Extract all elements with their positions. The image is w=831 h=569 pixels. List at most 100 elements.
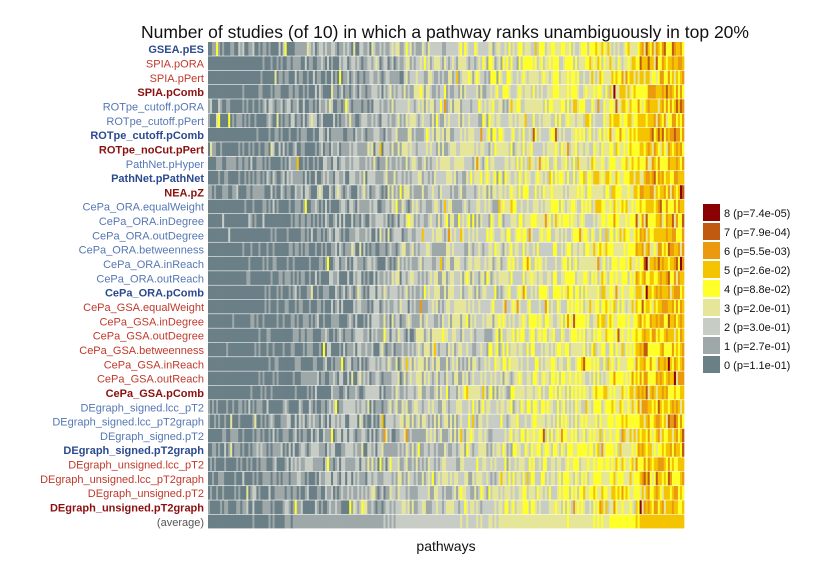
heatmap-cell bbox=[476, 314, 479, 328]
heatmap-cell bbox=[536, 314, 540, 328]
heatmap-cell bbox=[587, 142, 590, 156]
heatmap-cell bbox=[649, 170, 653, 185]
heatmap-cell bbox=[232, 70, 235, 85]
heatmap-cell bbox=[320, 84, 324, 99]
heatmap-cell bbox=[484, 242, 487, 257]
heatmap-cell bbox=[365, 314, 368, 328]
heatmap-cell bbox=[593, 185, 596, 199]
heatmap-cell bbox=[333, 127, 336, 142]
heatmap-cell bbox=[286, 56, 290, 71]
heatmap-cell bbox=[581, 113, 584, 128]
heatmap-cell bbox=[458, 328, 461, 343]
heatmap-cell bbox=[357, 228, 360, 242]
heatmap-cell bbox=[304, 185, 308, 199]
heatmap-cell bbox=[454, 314, 457, 328]
heatmap-cell bbox=[417, 156, 421, 171]
heatmap-cell bbox=[641, 156, 645, 171]
heatmap-cell bbox=[522, 213, 526, 228]
heatmap-cell bbox=[308, 70, 312, 85]
heatmap-cell bbox=[667, 213, 671, 228]
heatmap-cell bbox=[577, 213, 580, 228]
heatmap-cell bbox=[480, 170, 483, 185]
heatmap-cell bbox=[629, 56, 632, 71]
heatmap-cell bbox=[571, 70, 574, 85]
heatmap-cell bbox=[425, 328, 429, 343]
heatmap-cell bbox=[294, 328, 298, 343]
heatmap-cell bbox=[308, 285, 312, 300]
heatmap-cell bbox=[208, 199, 211, 214]
heatmap-cell bbox=[655, 127, 659, 142]
heatmap-cell bbox=[649, 256, 653, 271]
heatmap-cell bbox=[671, 84, 675, 99]
heatmap-cell bbox=[458, 314, 461, 328]
heatmap-cell bbox=[631, 127, 634, 142]
heatmap-cell bbox=[669, 271, 673, 285]
heatmap-cell bbox=[236, 70, 239, 85]
heatmap-cell bbox=[286, 127, 290, 142]
heatmap-cell bbox=[363, 170, 366, 185]
heatmap-cell bbox=[552, 84, 556, 99]
heatmap-cell bbox=[613, 199, 616, 214]
heatmap-cell bbox=[435, 299, 439, 314]
heatmap-cell bbox=[681, 70, 685, 85]
heatmap-cell bbox=[518, 242, 521, 257]
heatmap-cell bbox=[214, 299, 217, 314]
heatmap-cell bbox=[548, 99, 552, 114]
heatmap-cell bbox=[433, 99, 437, 114]
heatmap-cell bbox=[677, 199, 681, 214]
heatmap-cell bbox=[208, 70, 211, 85]
heatmap-cell bbox=[318, 228, 322, 242]
heatmap-cell bbox=[349, 170, 352, 185]
heatmap-cell bbox=[278, 271, 281, 285]
heatmap-cell bbox=[494, 42, 497, 56]
heatmap-cell bbox=[280, 228, 283, 242]
heatmap-cell bbox=[218, 242, 221, 257]
heatmap-cell bbox=[431, 84, 435, 99]
heatmap-cell bbox=[377, 185, 380, 199]
heatmap-cell bbox=[458, 185, 461, 199]
heatmap-cell bbox=[468, 127, 471, 142]
heatmap-cell bbox=[443, 285, 447, 300]
heatmap-cell bbox=[353, 328, 356, 343]
heatmap-cell bbox=[565, 242, 568, 257]
heatmap-cell bbox=[675, 228, 679, 242]
heatmap-cell bbox=[409, 42, 413, 56]
heatmap-cell bbox=[294, 185, 298, 199]
heatmap-cell bbox=[478, 99, 481, 114]
heatmap-cell bbox=[437, 256, 441, 271]
heatmap-cell bbox=[270, 314, 273, 328]
heatmap-cell bbox=[613, 99, 616, 114]
heatmap-cell bbox=[581, 156, 584, 171]
heatmap-cell bbox=[355, 271, 358, 285]
heatmap-cell bbox=[599, 84, 602, 99]
heatmap-cell bbox=[254, 213, 257, 228]
heatmap-cell bbox=[629, 256, 632, 271]
heatmap-cell bbox=[240, 299, 243, 314]
heatmap-cell bbox=[240, 256, 243, 271]
heatmap-cell bbox=[407, 256, 411, 271]
heatmap-cell bbox=[510, 228, 513, 242]
heatmap-cell bbox=[605, 242, 608, 257]
heatmap-cell bbox=[486, 271, 489, 285]
heatmap-cell bbox=[339, 70, 342, 85]
heatmap-cell bbox=[421, 84, 425, 99]
heatmap-cell bbox=[587, 285, 590, 300]
heatmap-cell bbox=[647, 199, 651, 214]
heatmap-cell bbox=[675, 113, 679, 128]
heatmap-cell bbox=[510, 314, 513, 328]
heatmap-cell bbox=[385, 142, 388, 156]
heatmap-cell bbox=[651, 199, 655, 214]
heatmap-cell bbox=[482, 199, 485, 214]
heatmap-cell bbox=[542, 142, 546, 156]
heatmap-cell bbox=[429, 285, 433, 300]
heatmap-cell bbox=[246, 242, 249, 257]
heatmap-cell bbox=[276, 185, 279, 199]
heatmap-cell bbox=[677, 42, 681, 56]
heatmap-cell bbox=[300, 170, 304, 185]
heatmap-cell bbox=[486, 142, 489, 156]
heatmap-cell bbox=[252, 299, 255, 314]
heatmap-cell bbox=[415, 84, 419, 99]
heatmap-cell bbox=[329, 285, 332, 300]
heatmap-cell bbox=[645, 242, 649, 257]
